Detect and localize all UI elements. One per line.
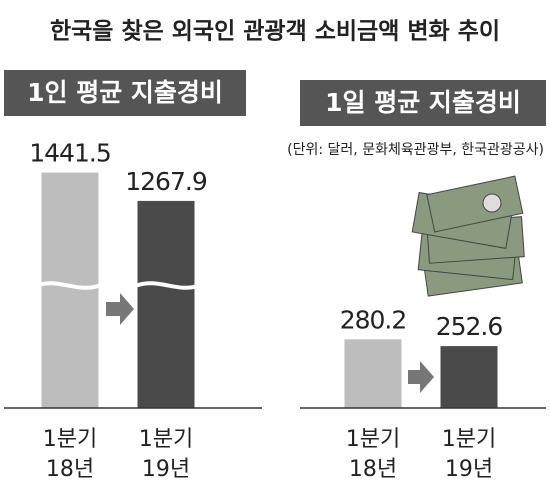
money-illustration <box>411 175 525 297</box>
x-tick-label: 1분기 <box>442 427 496 452</box>
x-tick-label: 1분기 <box>43 427 97 452</box>
value-label: 1267.9 <box>125 167 207 196</box>
value-label: 252.6 <box>436 312 503 341</box>
x-tick-label: 1분기 <box>139 427 193 452</box>
axis-break <box>36 281 200 290</box>
value-label: 1441.5 <box>29 139 110 168</box>
panel-header-bg <box>4 70 246 116</box>
x-tick-label: 19년 <box>142 457 190 482</box>
panel-title: 1일 평균 지출경비 <box>325 88 521 117</box>
arrow <box>106 293 434 393</box>
panel-title: 1인 평균 지출경비 <box>27 78 223 107</box>
bar <box>137 200 195 408</box>
source: (단위: 달러, 문화체육관광부, 한국관광공사) <box>287 142 544 158</box>
bar <box>344 339 402 408</box>
x-tick-label: 18년 <box>46 457 94 482</box>
x-tick-label: 18년 <box>349 457 397 482</box>
bar <box>440 346 498 408</box>
x-tick-label: 19년 <box>445 457 493 482</box>
x-tick-label: 1분기 <box>346 427 400 452</box>
title: 한국을 찾은 외국인 관광객 소비금액 변화 추이 <box>50 19 500 45</box>
value-label: 280.2 <box>340 305 407 334</box>
panel-header-bg <box>300 80 546 126</box>
bar <box>41 172 99 408</box>
